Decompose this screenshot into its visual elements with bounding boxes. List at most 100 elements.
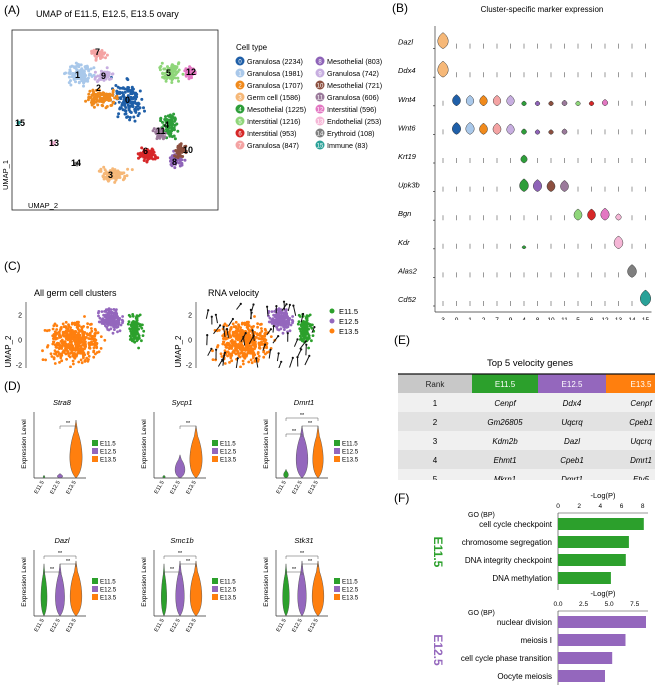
- velocity-arrowhead: [302, 312, 305, 316]
- marker-cluster-tick: 3: [441, 317, 445, 320]
- velocity-arrowhead: [210, 315, 213, 318]
- sig-stars: **: [292, 429, 297, 435]
- umap-point: [171, 75, 175, 79]
- go-bar: [558, 634, 626, 646]
- velocity-arrow: [299, 340, 307, 350]
- umap-point: [98, 97, 102, 100]
- velocity-point: [225, 324, 229, 328]
- go-x-tick: 8: [641, 503, 645, 510]
- umap-point: [190, 70, 194, 74]
- marker-violin: [521, 245, 527, 250]
- umap-point: [133, 119, 137, 123]
- umap-point: [159, 64, 163, 68]
- velocity-point: [41, 358, 45, 361]
- go-bar: [558, 536, 629, 548]
- umap-point: [115, 92, 119, 96]
- velocity-point: [95, 346, 98, 350]
- umap-point: [179, 144, 183, 148]
- velocity-point: [216, 345, 219, 349]
- velocity-point: [301, 323, 305, 326]
- umap-point: [113, 172, 117, 175]
- velocity-point: [240, 322, 244, 326]
- velocity-point: [62, 349, 66, 353]
- violin-legend-label: E13.5: [220, 457, 237, 464]
- velocity-point: [225, 346, 229, 349]
- marker-cluster-tick: 4: [522, 317, 526, 320]
- velocity-point: [60, 347, 63, 350]
- velocity-point: [230, 347, 234, 350]
- umap-point: [163, 74, 167, 78]
- violin-x-tick: E11.5: [34, 618, 46, 633]
- table-row: [398, 431, 655, 450]
- table-cell: Cpeb1: [629, 418, 653, 427]
- velocity-point: [103, 313, 107, 317]
- umap-point: [111, 94, 115, 97]
- umap-point: [119, 96, 122, 100]
- velocity-arrow: [297, 349, 302, 357]
- umap-point: [117, 112, 121, 116]
- velocity-point: [305, 316, 309, 319]
- panel-f-label: (F): [394, 491, 409, 505]
- velocity-point: [71, 333, 75, 337]
- marker-violin: [479, 122, 488, 135]
- violin-x-tick: E13.5: [307, 618, 319, 633]
- legend-swatch-number: 10: [317, 84, 324, 90]
- velocity-point: [59, 356, 63, 360]
- velocity-point: [281, 311, 284, 314]
- velocity-arrow: [215, 314, 218, 324]
- umap-point: [123, 174, 127, 178]
- velocity-y-tick: -2: [186, 363, 192, 369]
- umap-point: [178, 153, 182, 157]
- velocity-point: [268, 316, 272, 320]
- umap-point: [126, 96, 130, 100]
- umap-point: [159, 119, 163, 123]
- umap-point: [115, 89, 119, 93]
- violin-legend-label: E12.5: [342, 587, 359, 594]
- velocity-point: [64, 342, 68, 346]
- sig-stars: **: [292, 567, 297, 573]
- marker-violin: [533, 179, 542, 192]
- panel-d-label: (D): [4, 379, 21, 393]
- velocity-point: [100, 322, 104, 325]
- umap-point: [90, 51, 94, 55]
- velocity-arrow: [227, 318, 234, 327]
- velocity-point: [249, 358, 253, 362]
- velocity-point: [283, 321, 286, 324]
- velocity-arrowhead: [266, 305, 269, 308]
- marker-violin: [437, 32, 449, 49]
- legend-swatch: [235, 92, 245, 102]
- velocity-point: [131, 323, 135, 326]
- velocity-point: [131, 313, 135, 316]
- table-cell: Cenpf: [630, 399, 652, 408]
- umap-point: [108, 77, 111, 81]
- velocity-point: [68, 329, 72, 332]
- velocity-arrow: [251, 304, 254, 312]
- violin-shape: [295, 425, 309, 479]
- velocity-point: [73, 353, 77, 357]
- marker-violin: [534, 100, 541, 107]
- legend-swatch-number: 13: [317, 120, 324, 126]
- legend-entry: Granulosa (2234): [247, 57, 303, 66]
- velocity-point: [247, 351, 251, 355]
- umap-point: [159, 116, 163, 120]
- umap-point: [100, 55, 104, 59]
- velocity-point: [246, 322, 249, 325]
- violin-shape: [161, 563, 167, 617]
- umap-point: [102, 177, 106, 181]
- velocity-point: [74, 337, 78, 340]
- legend-swatch: [315, 104, 325, 114]
- umap-point: [137, 152, 141, 156]
- legend-swatch: [315, 116, 325, 126]
- velocity-arrowhead: [239, 302, 242, 305]
- velocity-point: [241, 359, 245, 363]
- velocity-arrowhead: [242, 335, 245, 339]
- umap-point: [114, 178, 118, 182]
- velocity-arrowhead: [304, 340, 307, 343]
- violin-legend-swatch: [212, 586, 218, 592]
- umap-point: [123, 104, 127, 107]
- velocity-point: [253, 315, 256, 318]
- velocity-point: [273, 310, 276, 313]
- umap-point: [67, 75, 71, 79]
- violin-legend-swatch: [334, 456, 340, 462]
- velocity-point: [81, 343, 84, 347]
